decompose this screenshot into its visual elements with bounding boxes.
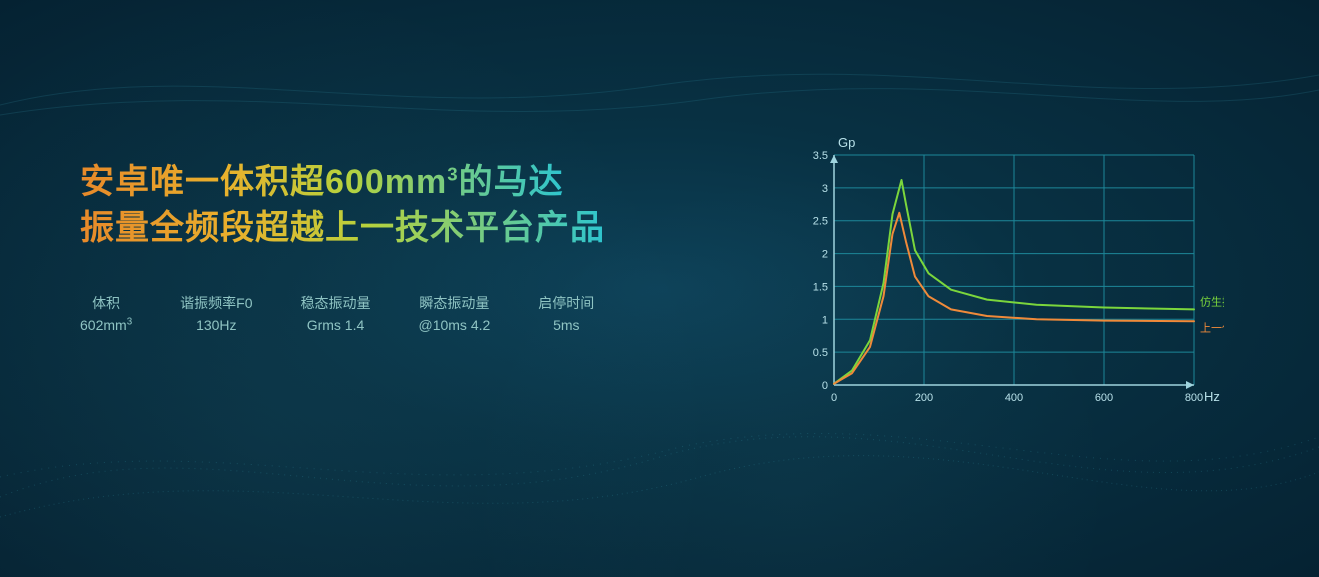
spec-label: 体积	[80, 292, 132, 314]
ytick-label: 1.5	[813, 281, 828, 293]
spec-label: 启停时间	[538, 292, 594, 314]
spec-label: 瞬态振动量	[418, 292, 490, 314]
background-wave-top	[0, 45, 1319, 135]
xtick-label: 800	[1185, 392, 1203, 404]
headline: 安卓唯一体积超600mm3的马达 振量全频段超越上一技术平台产品	[80, 160, 760, 252]
y-axis-label: Gp	[838, 135, 855, 150]
xtick-label: 600	[1095, 392, 1113, 404]
legend-label: 仿生振感马达	[1200, 294, 1224, 308]
x-axis-label: Hz	[1204, 389, 1220, 404]
spec-item: 瞬态振动量@10ms 4.2	[418, 292, 490, 337]
headline-line1-pre: 安卓唯一体积超	[80, 163, 325, 201]
spec-item: 稳态振动量Grms 1.4	[300, 292, 370, 337]
x-axis-arrow	[1186, 381, 1194, 389]
y-axis-arrow	[830, 155, 838, 163]
response-chart: 0 0.5 1 1.5 2 2.5 3 3.5 0 200 400 600 800 Gp Hz 仿生振感马达上…	[784, 130, 1224, 420]
ytick-label: 0	[822, 380, 828, 392]
spec-item: 启停时间5ms	[538, 292, 594, 337]
spec-value: 130Hz	[180, 314, 252, 336]
headline-line1-num: 600mm	[325, 163, 447, 201]
xtick-label: 0	[831, 392, 837, 404]
spec-item: 谐振频率F0130Hz	[180, 292, 252, 337]
spec-label: 谐振频率F0	[180, 292, 252, 314]
spec-value: Grms 1.4	[300, 314, 370, 336]
chart-svg: 0 0.5 1 1.5 2 2.5 3 3.5 0 200 400 600 800 Gp Hz 仿生振感马达上…	[784, 130, 1224, 420]
xtick-label: 400	[1005, 392, 1023, 404]
spec-value: @10ms 4.2	[418, 314, 490, 336]
spec-value: 5ms	[538, 314, 594, 336]
ytick-label: 2.5	[813, 216, 828, 228]
spec-label: 稳态振动量	[300, 292, 370, 314]
ytick-label: 1	[822, 314, 828, 326]
ytick-label: 2	[822, 249, 828, 261]
spec-list: 体积602mm3 谐振频率F0130Hz 稳态振动量Grms 1.4 瞬态振动量@10…	[80, 292, 760, 337]
headline-line2: 振量全频段超越上一技术平台产品	[80, 206, 605, 252]
headline-line1-post: 的马达	[459, 163, 564, 201]
text-content: 安卓唯一体积超600mm3的马达 振量全频段超越上一技术平台产品 体积602mm…	[80, 160, 760, 337]
spec-item: 体积602mm3	[80, 292, 132, 337]
ytick-label: 0.5	[813, 347, 828, 359]
headline-line1-sup: 3	[447, 164, 458, 185]
ytick-label: 3.5	[813, 150, 828, 162]
ytick-label: 3	[822, 183, 828, 195]
legend-label: 上一代	[1200, 321, 1224, 334]
spec-value: 602mm3	[80, 314, 132, 336]
xtick-label: 200	[915, 392, 933, 404]
headline-line1: 安卓唯一体积超600mm3的马达	[80, 160, 564, 206]
